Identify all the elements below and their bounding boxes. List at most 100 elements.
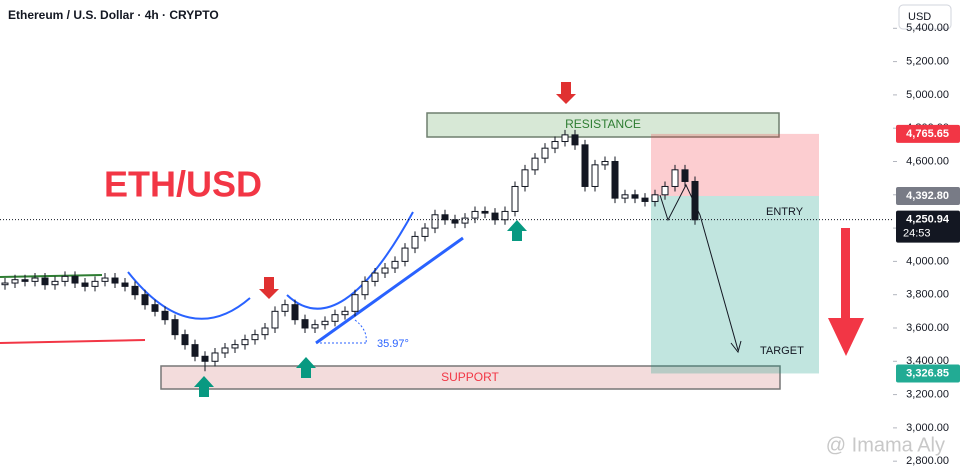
support-label: SUPPORT — [441, 370, 499, 384]
candle-body — [691, 180, 699, 221]
candle-body — [31, 277, 39, 282]
angle-label: 35.97° — [377, 338, 409, 350]
candle-body — [1, 282, 9, 286]
price-label-box — [896, 210, 960, 243]
stop-zone — [651, 133, 819, 196]
candle-body — [391, 260, 399, 269]
price-label-box — [896, 364, 960, 383]
y-tick-label: 4,000.00 — [906, 255, 949, 267]
trend-line-red — [0, 339, 146, 344]
price-label-box — [896, 124, 960, 143]
candle-body — [491, 212, 499, 221]
y-tick-label: 5,000.00 — [906, 89, 949, 101]
candle-body — [321, 320, 329, 326]
candle-body — [331, 314, 339, 322]
up-arrow — [507, 220, 527, 241]
candle-body — [141, 294, 149, 306]
candle-body — [601, 160, 609, 166]
candle-body — [151, 304, 159, 312]
resistance-label: RESISTANCE — [565, 117, 641, 131]
candle-body — [261, 327, 269, 336]
angle-arc — [316, 319, 368, 344]
candle-body — [231, 344, 239, 349]
candle-body — [641, 197, 649, 202]
candle-body — [571, 134, 579, 146]
candle-body — [611, 160, 619, 199]
candle-body — [541, 147, 549, 159]
price-label: 4,765.65 — [906, 128, 949, 140]
down-arrow — [556, 82, 576, 104]
candle-body — [381, 267, 389, 274]
price-label: 4,250.94 — [906, 214, 950, 226]
candle-body — [671, 169, 679, 187]
candle-body — [131, 285, 139, 296]
up-arrow — [194, 376, 214, 397]
curve — [127, 271, 251, 320]
y-tick-label: 3,600.00 — [906, 322, 949, 334]
candle-body — [51, 280, 59, 286]
trend-line-blue — [315, 236, 464, 345]
candle-body — [201, 355, 209, 362]
candle-body — [81, 282, 89, 287]
candle-body — [681, 169, 689, 182]
projection-path — [659, 183, 739, 351]
candles — [1, 129, 699, 372]
candle-body — [211, 352, 219, 362]
candle-body — [651, 194, 659, 202]
candle-body — [101, 277, 109, 282]
candle-body — [91, 280, 99, 287]
candle-body — [11, 279, 19, 284]
y-tick-label: 3,400.00 — [906, 355, 949, 367]
y-tick-label: 2,800.00 — [906, 455, 949, 467]
candle-body — [521, 169, 529, 187]
price-label: 4,392.80 — [906, 190, 949, 202]
candle-body — [361, 280, 369, 296]
candle-body — [61, 275, 69, 282]
up-arrow — [296, 357, 316, 378]
candle-body — [461, 217, 469, 224]
candle-body — [511, 185, 519, 212]
candle-body — [291, 304, 299, 321]
candle-body — [41, 277, 49, 286]
target-zone — [651, 195, 819, 374]
currency-button-label[interactable]: USD — [908, 11, 931, 23]
candle-body — [581, 144, 589, 187]
candle-body — [171, 319, 179, 336]
price-label-box — [896, 186, 960, 205]
resistance-zone — [426, 112, 780, 138]
price-label: 3,326.85 — [906, 367, 949, 379]
candle-body — [631, 194, 639, 199]
candle-body — [271, 310, 279, 329]
big-down-arrow — [828, 228, 864, 356]
support-zone — [160, 365, 781, 390]
candle-body — [251, 334, 259, 341]
countdown: 24:53 — [903, 228, 931, 240]
y-tick-label: 5,400.00 — [906, 22, 949, 34]
candle-body — [281, 304, 289, 312]
candle-body — [411, 235, 419, 249]
watermark: @ Imama Aly — [826, 434, 945, 456]
trend-line-green — [0, 274, 103, 278]
candle-body — [111, 277, 119, 284]
chart-title: Ethereum / U.S. Dollar · 4h · CRYPTO — [8, 8, 219, 22]
candle-body — [451, 219, 459, 224]
candle-body — [21, 279, 29, 282]
y-tick-label: 5,200.00 — [906, 56, 949, 68]
candle-body — [531, 157, 539, 171]
down-arrow — [259, 277, 279, 299]
candle-body — [351, 294, 359, 312]
currency-button[interactable] — [898, 4, 952, 30]
target-label: TARGET — [760, 345, 804, 357]
candle-body — [71, 275, 79, 284]
candle-body — [341, 310, 349, 316]
candle-body — [501, 210, 509, 221]
candle-body — [621, 194, 629, 199]
projection-arrowhead — [730, 340, 742, 354]
candle-body — [471, 210, 479, 219]
y-tick-label: 3,200.00 — [906, 388, 949, 400]
candle-body — [591, 164, 599, 187]
candle-body — [431, 214, 439, 229]
